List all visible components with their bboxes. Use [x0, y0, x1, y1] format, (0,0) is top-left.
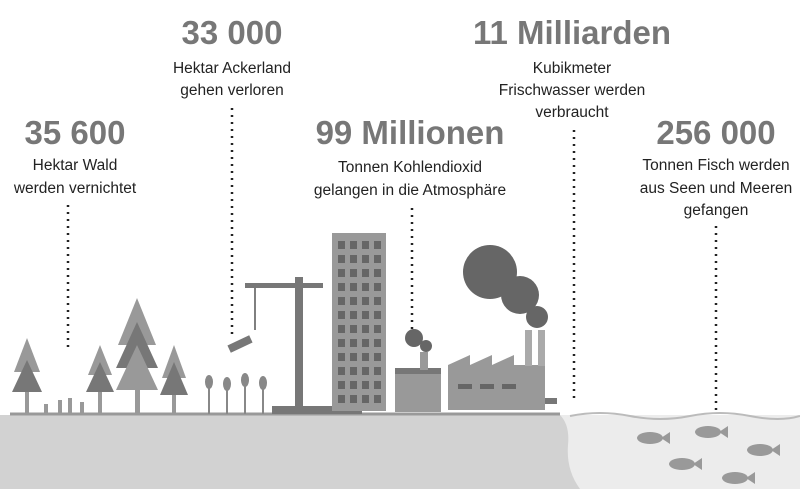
window — [362, 339, 369, 347]
window — [338, 269, 345, 277]
stat-number: 11 Milliarden — [473, 14, 671, 51]
fish — [637, 426, 780, 484]
window — [362, 395, 369, 403]
window — [374, 283, 381, 291]
window — [374, 325, 381, 333]
stat-number: 33 000 — [182, 14, 283, 51]
fish-tail — [719, 426, 728, 438]
window — [362, 325, 369, 333]
window — [374, 395, 381, 403]
window — [362, 353, 369, 361]
stat-number: 99 Millionen — [316, 114, 505, 151]
fish-tail — [693, 458, 702, 470]
window — [362, 269, 369, 277]
window — [350, 311, 357, 319]
fish-body — [747, 444, 773, 456]
window — [374, 367, 381, 375]
window — [338, 325, 345, 333]
pipe — [545, 398, 557, 404]
window — [338, 311, 345, 319]
stat-number: 35 600 — [25, 114, 126, 151]
trees — [12, 298, 188, 414]
window — [374, 297, 381, 305]
window — [362, 241, 369, 249]
factory-windows — [458, 384, 516, 389]
chimney — [538, 330, 545, 366]
chimney — [420, 352, 428, 370]
window — [338, 255, 345, 263]
water — [560, 415, 800, 489]
window — [338, 367, 345, 375]
window — [350, 339, 357, 347]
window — [362, 283, 369, 291]
window — [338, 339, 345, 347]
window — [350, 353, 357, 361]
window — [362, 367, 369, 375]
window — [350, 395, 357, 403]
window — [374, 353, 381, 361]
window — [350, 325, 357, 333]
stat-text: Hektar Ackerland — [173, 60, 291, 77]
window — [350, 297, 357, 305]
fish-body — [722, 472, 748, 484]
stat-text: verbraucht — [535, 104, 609, 121]
fish-tail — [771, 444, 780, 456]
window — [338, 297, 345, 305]
roof — [395, 368, 441, 374]
fish-tail — [661, 432, 670, 444]
stat-text: Tonnen Fisch werden — [642, 157, 789, 174]
window — [350, 367, 357, 375]
fish-body — [669, 458, 695, 470]
stat-number: 256 000 — [656, 114, 775, 151]
factory — [448, 355, 545, 410]
window — [350, 283, 357, 291]
house — [395, 372, 441, 412]
stat-text: gelangen in die Atmosphäre — [314, 182, 506, 199]
chimney — [525, 330, 532, 366]
window — [338, 381, 345, 389]
window — [350, 241, 357, 249]
stat-text: aus Seen und Meeren — [640, 180, 793, 197]
fish-body — [637, 432, 663, 444]
smoke — [405, 245, 548, 352]
stat-text: Hektar Wald — [33, 157, 118, 174]
windows — [338, 241, 381, 403]
fish-body — [695, 426, 721, 438]
window — [374, 381, 381, 389]
stat-text: Tonnen Kohlendioxid — [338, 159, 482, 176]
window — [374, 339, 381, 347]
window — [350, 269, 357, 277]
stat-text: gefangen — [684, 202, 749, 219]
window — [350, 255, 357, 263]
fish-tail — [746, 472, 755, 484]
crops — [205, 373, 267, 414]
window — [362, 381, 369, 389]
stat-text: Kubikmeter — [533, 60, 611, 77]
window — [362, 297, 369, 305]
window — [362, 311, 369, 319]
stat-text: Frischwasser werden — [499, 82, 645, 99]
window — [374, 255, 381, 263]
window — [338, 241, 345, 249]
window — [338, 395, 345, 403]
stat-text: gehen verloren — [180, 82, 283, 99]
waves — [569, 412, 800, 420]
crane — [227, 277, 362, 414]
window — [374, 269, 381, 277]
window — [350, 381, 357, 389]
window — [338, 353, 345, 361]
window — [338, 283, 345, 291]
stat-text: werden vernichtet — [13, 180, 137, 197]
window — [362, 255, 369, 263]
window — [374, 311, 381, 319]
window — [374, 241, 381, 249]
